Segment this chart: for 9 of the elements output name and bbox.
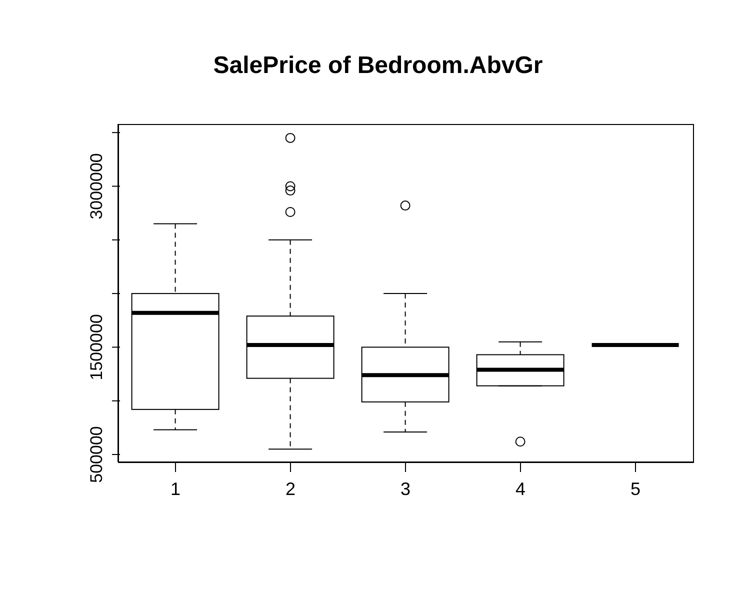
y-tick-label: 500000 <box>87 426 106 483</box>
x-tick-label: 5 <box>630 478 641 499</box>
y-tick-label: 1500000 <box>87 314 106 380</box>
chart-title: SalePrice of Bedroom.AbvGr <box>212 52 544 80</box>
x-tick-label: 2 <box>285 478 296 499</box>
x-tick-label: 4 <box>515 478 526 499</box>
y-tick-label: 3000000 <box>87 153 106 220</box>
x-tick-label: 3 <box>400 478 411 499</box>
x-tick-label: 1 <box>170 478 181 499</box>
